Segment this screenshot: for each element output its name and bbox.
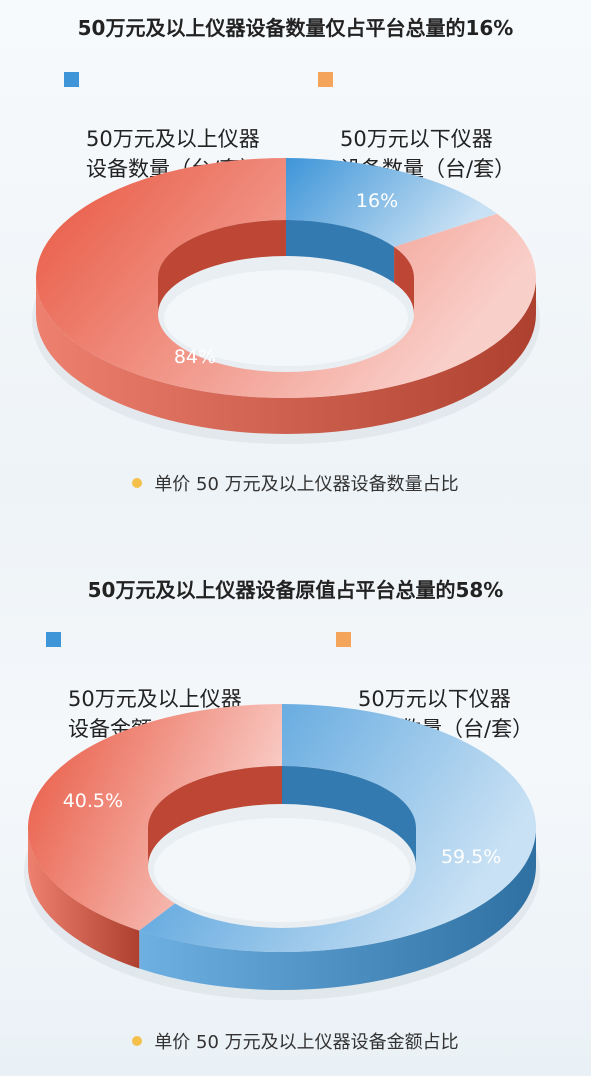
chart-title: 50万元及以上仪器设备原值占平台总量的58%	[87, 578, 504, 602]
chart-panel-count: 50万元及以上仪器设备数量仅占平台总量的16% 50万元及以上仪器 设备数量（台…	[0, 0, 591, 520]
legend-swatch-blue	[46, 632, 61, 647]
donut-slice	[36, 158, 537, 398]
donut-inner-wall	[286, 220, 395, 283]
chart-title: 50万元及以上仪器设备数量仅占平台总量的16%	[77, 16, 514, 40]
donut-slice-side	[28, 828, 140, 969]
legend-swatch-blue	[64, 72, 79, 87]
caption-text: 单价 50 万元及以上仪器设备数量占比	[154, 474, 459, 495]
donut-chart-count: 16% 84%	[32, 158, 540, 444]
donut-inner-wall	[148, 766, 282, 866]
donut-inner-wall	[282, 766, 416, 866]
donut-inner-wall	[158, 220, 286, 314]
slice-value-label: 84%	[174, 346, 216, 368]
slice-value-label: 40.5%	[63, 790, 123, 812]
bullet-dot-icon	[132, 1036, 143, 1046]
slice-value-label: 16%	[356, 190, 398, 212]
chart-caption: 单价 50 万元及以上仪器设备金额占比	[0, 1028, 591, 1054]
donut-inner-wall	[394, 246, 414, 314]
bullet-dot-icon	[132, 478, 143, 488]
legend-swatch-orange	[318, 72, 333, 87]
chart-caption: 单价 50 万元及以上仪器设备数量占比	[0, 470, 591, 496]
legend-swatch-orange	[336, 632, 351, 647]
donut-slice-side	[36, 278, 536, 434]
donut-slice-side	[139, 828, 536, 990]
donut-chart-value: 59.5% 40.5%	[24, 704, 540, 1000]
chart-panel-value: 50万元及以上仪器设备原值占平台总量的58% 50万元及以上仪器 设备金额（亿元…	[0, 560, 591, 1076]
slice-value-label: 59.5%	[441, 846, 501, 868]
caption-text: 单价 50 万元及以上仪器设备金额占比	[154, 1032, 459, 1053]
donut-hole-floor	[164, 270, 408, 366]
donut-slice	[27, 704, 283, 931]
donut-hole-floor	[154, 818, 410, 922]
donut-slice	[286, 158, 498, 247]
